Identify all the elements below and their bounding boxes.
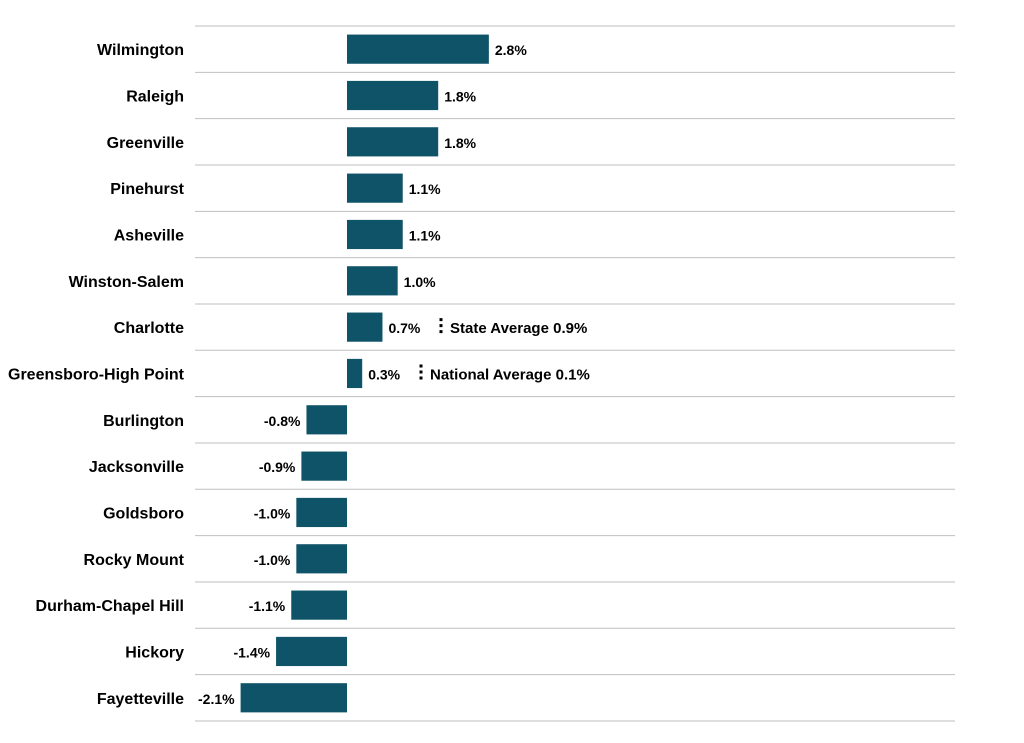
category-label: Asheville [114, 227, 184, 244]
bar [347, 34, 489, 64]
value-label: -1.0% [254, 552, 291, 568]
reference-label: State Average 0.9% [450, 320, 587, 337]
bar [347, 266, 398, 296]
bar [296, 497, 347, 528]
category-label: Jacksonville [89, 459, 184, 476]
bar [306, 405, 347, 435]
value-label: 1.1% [409, 181, 441, 197]
bar [296, 544, 347, 574]
bar [291, 590, 347, 620]
value-label: 1.8% [444, 135, 476, 151]
bar [347, 312, 383, 342]
value-label: 1.0% [404, 274, 436, 290]
category-label: Durham-Chapel Hill [36, 598, 184, 615]
category-label: Charlotte [114, 320, 184, 337]
category-label: Wilmington [97, 42, 184, 59]
bar [276, 636, 347, 667]
category-label: Winston-Salem [69, 274, 184, 291]
bar [347, 219, 403, 250]
reference-label: National Average 0.1% [430, 366, 590, 383]
value-label: -1.0% [254, 505, 291, 521]
value-label: -1.1% [249, 598, 286, 614]
bar [240, 683, 347, 713]
bars [240, 34, 489, 713]
category-label: Pinehurst [110, 181, 184, 198]
bar [347, 127, 439, 157]
grid-lines [195, 25, 955, 722]
bar [347, 80, 439, 111]
value-label: 1.8% [444, 88, 476, 104]
value-label: -0.8% [264, 413, 301, 429]
bar [347, 173, 403, 203]
category-label: Hickory [125, 644, 184, 661]
category-label: Burlington [103, 413, 184, 430]
category-label: Rocky Mount [84, 552, 185, 569]
category-label: Raleigh [126, 88, 184, 105]
bar [347, 358, 363, 389]
value-label: 2.8% [495, 42, 527, 58]
category-label: Greensboro-High Point [8, 366, 185, 383]
value-label: 1.1% [409, 227, 441, 243]
bar [301, 451, 347, 481]
category-labels: Wilmington Raleigh Greenville Pinehurst Ashe… [8, 42, 185, 708]
value-label: -0.9% [259, 459, 296, 475]
category-label: Fayetteville [97, 691, 184, 708]
value-label: 0.7% [388, 320, 420, 336]
category-label: Goldsboro [103, 505, 184, 522]
value-label: 0.3% [368, 366, 400, 382]
value-labels: 2.8% 1.8% 1.8% 1.1% 1.1% 1.0% 0.7% 0.3% -0.8% -0.… [198, 42, 527, 707]
reference-annotations: State Average 0.9% National Average 0.1% [419, 318, 590, 383]
value-label: -2.1% [198, 691, 235, 707]
value-label: -1.4% [233, 644, 270, 660]
category-label: Greenville [107, 135, 184, 152]
